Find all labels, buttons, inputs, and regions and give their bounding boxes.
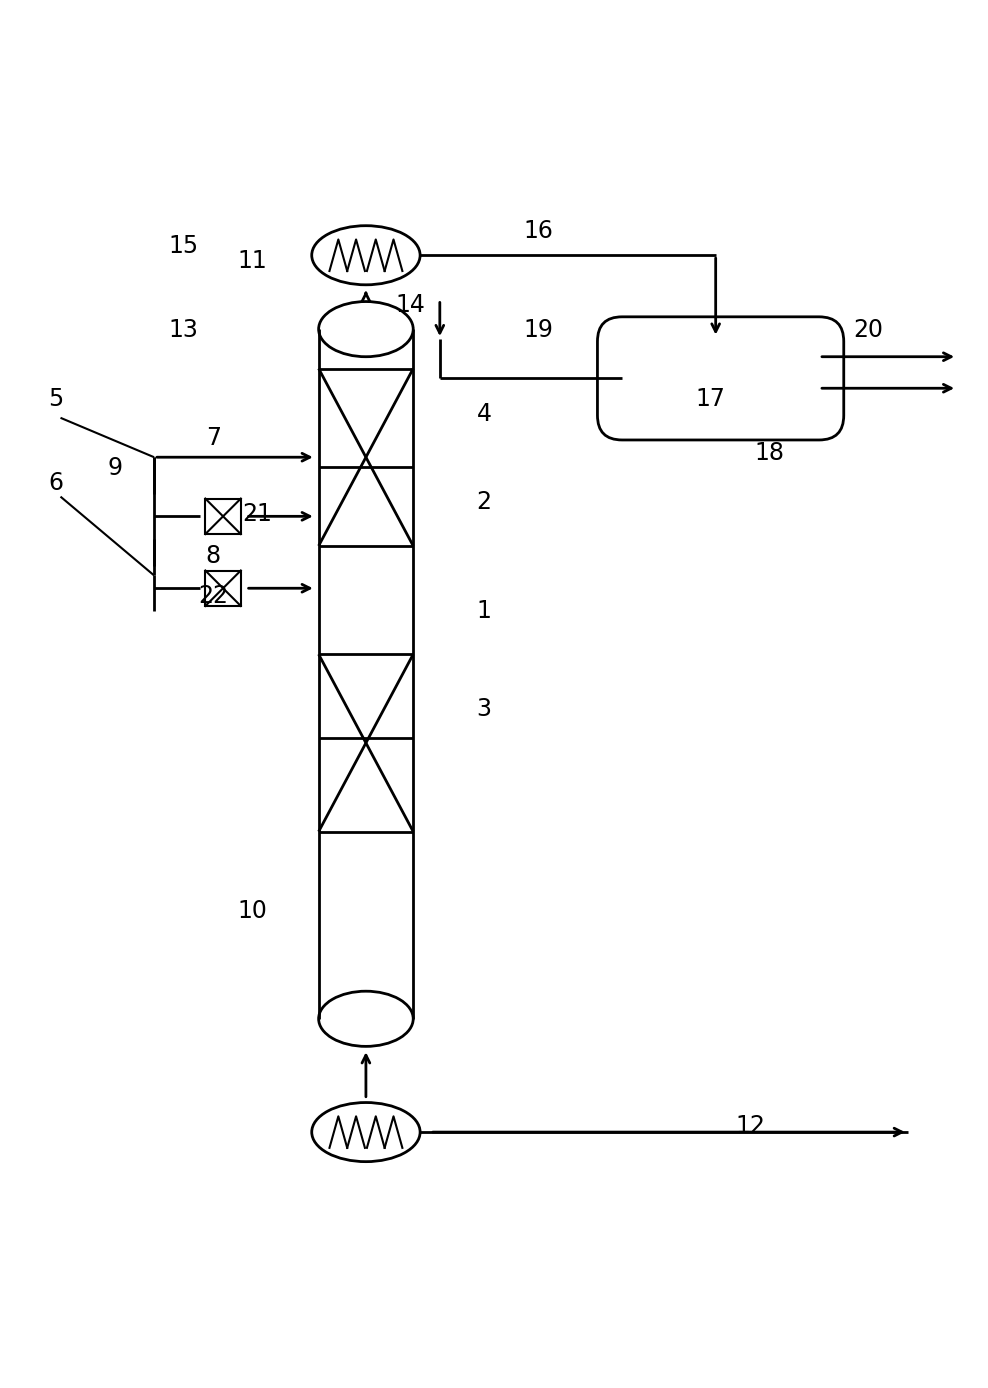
Text: 11: 11 [238,248,268,272]
Text: 13: 13 [169,318,199,341]
Text: 12: 12 [735,1113,765,1137]
Text: 4: 4 [476,401,492,425]
Text: 10: 10 [238,898,268,923]
Text: 21: 21 [243,502,273,526]
Text: 5: 5 [48,387,63,411]
Text: 3: 3 [476,697,492,720]
Text: 7: 7 [206,426,220,450]
Text: 1: 1 [477,598,492,622]
Text: 6: 6 [48,471,63,494]
Text: 18: 18 [755,441,784,465]
Text: 9: 9 [107,455,123,479]
Text: 8: 8 [206,544,220,568]
Text: 19: 19 [524,318,553,341]
Text: 16: 16 [524,219,553,243]
Text: 2: 2 [476,490,492,514]
Text: 22: 22 [199,583,228,608]
Text: 14: 14 [395,293,425,316]
Text: 17: 17 [696,387,726,411]
Text: 20: 20 [854,318,883,341]
Text: 15: 15 [169,235,199,258]
